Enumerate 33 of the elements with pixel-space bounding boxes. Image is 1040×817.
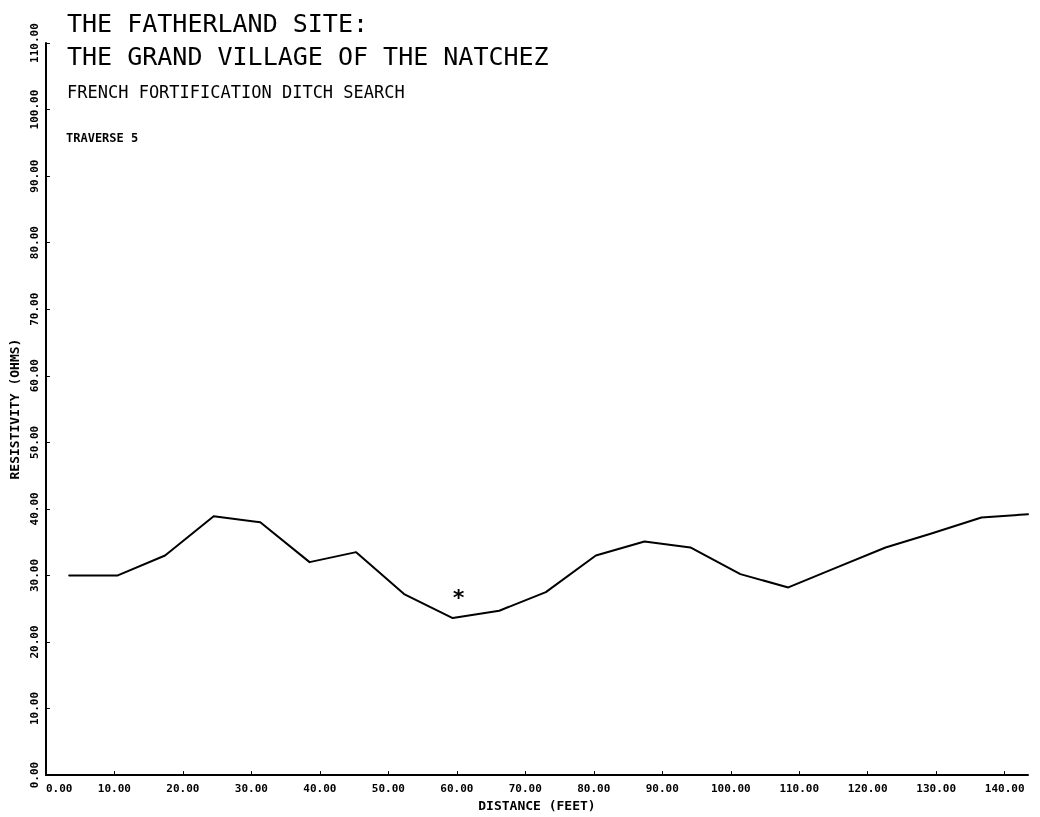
y-tick-label: 10.00: [27, 691, 41, 726]
x-axis-title: DISTANCE (FEET): [478, 798, 596, 813]
x-tick-label: 40.00: [303, 782, 337, 796]
x-tick-label: 30.00: [234, 782, 268, 796]
x-tick-label: 130.00: [916, 782, 957, 796]
y-tick-label: 50.00: [27, 425, 41, 459]
x-tick-label: 140.00: [984, 782, 1025, 796]
y-tick-label: 80.00: [27, 226, 41, 260]
y-tick-label: 40.00: [27, 492, 41, 526]
y-tick-label: 20.00: [27, 625, 41, 659]
x-tick-label: 100.00: [710, 782, 751, 796]
text: FRENCH FORTIFICATION DITCH SEARCH: [67, 81, 405, 102]
y-tick-label: 30.00: [27, 558, 41, 592]
x-tick-label: 60.00: [440, 782, 474, 796]
y-tick-label: 60.00: [27, 359, 41, 393]
y-tick-label: 70.00: [27, 292, 41, 326]
x-tick-label: 0.00: [45, 782, 73, 796]
x-tick-label: 20.00: [166, 782, 200, 796]
x-tick-label: 10.00: [97, 782, 131, 796]
x-tick-label: 110.00: [779, 782, 820, 796]
x-tick-label: 90.00: [645, 782, 679, 796]
x-tick-label: 120.00: [847, 782, 888, 796]
annotation: TRAVERSE 5: [66, 131, 139, 145]
x-tick-label: 80.00: [577, 782, 611, 796]
y-axis-title: RESISTIVITY (OHMS): [7, 338, 22, 480]
x-tick-label: 50.00: [371, 782, 405, 796]
y-tick-label: 110.00: [27, 23, 41, 63]
annotation: *: [452, 584, 466, 610]
line-series: [68, 513, 1029, 620]
x-tick-label: 70.00: [508, 782, 542, 796]
chart-title: THE FATHERLAND SITE: THE GRAND VILLAGE OF THE NATCHEZ: [67, 9, 549, 71]
y-tick-label: 100.00: [27, 89, 41, 130]
y-tick-label: 90.00: [27, 159, 41, 193]
